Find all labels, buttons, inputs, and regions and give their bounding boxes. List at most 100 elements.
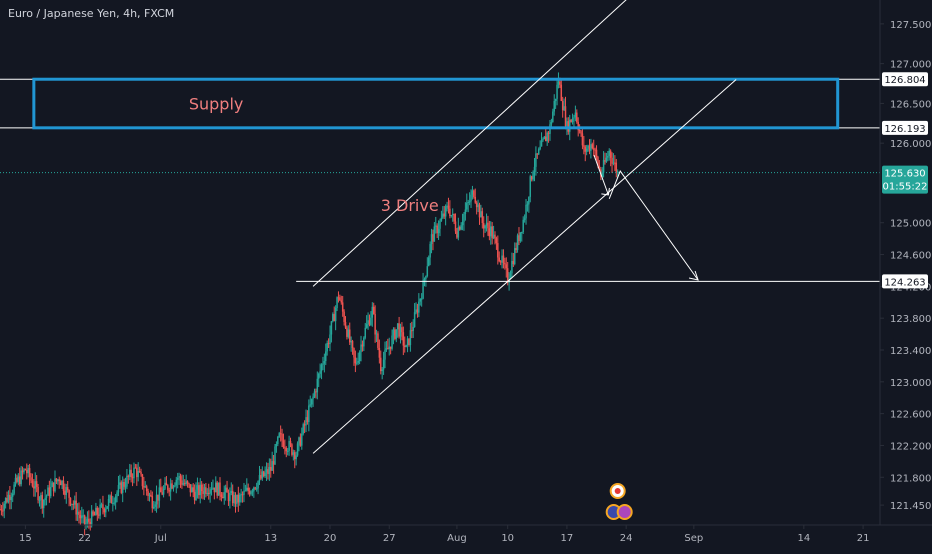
candle-body: [519, 232, 522, 241]
candle-body: [248, 490, 251, 495]
candle-body: [64, 490, 66, 495]
candle-body: [416, 309, 419, 313]
price-tags: 126.804 126.193 124.263 125.630 01:55:22: [605, 72, 928, 520]
x-tick-label: 10: [501, 533, 514, 544]
candle-body: [230, 490, 233, 494]
candle-body: [58, 479, 60, 482]
candle-body: [598, 165, 601, 170]
x-tick-label: 22: [78, 533, 91, 544]
candle-body: [453, 214, 455, 222]
candle-body: [578, 130, 581, 132]
candle-body: [137, 470, 139, 478]
candle-body: [536, 153, 539, 155]
candle-body: [499, 261, 502, 263]
arrow-head-icon: [601, 187, 610, 196]
candle-body: [436, 225, 438, 234]
level-price-label: 124.263: [884, 277, 925, 288]
candle-body: [147, 491, 149, 496]
y-tick-label: 126.500: [890, 99, 931, 110]
candle-body: [401, 327, 403, 333]
candle-body: [303, 424, 306, 426]
candle-body: [358, 352, 361, 362]
candle-body: [317, 373, 320, 379]
candle-body: [588, 145, 591, 151]
x-tick-label: 27: [383, 533, 396, 544]
candle-body: [210, 488, 213, 490]
candle-body: [488, 228, 491, 237]
candle-body: [301, 433, 303, 446]
candle-body: [154, 504, 156, 507]
candle-body: [451, 214, 454, 216]
candle-body: [68, 490, 70, 498]
candle-body: [435, 225, 437, 227]
candle-body: [285, 448, 288, 452]
candle-body: [251, 491, 254, 493]
candle-body: [17, 476, 20, 482]
candle-body: [123, 482, 125, 487]
candle-body: [385, 348, 388, 350]
candle-body: [377, 333, 379, 348]
candle-body: [490, 226, 492, 237]
candle-body: [158, 487, 161, 501]
candle-body: [545, 136, 547, 142]
candle-body: [241, 494, 244, 496]
candle-body: [289, 441, 292, 445]
drawings: Supply 3 Drive: [32, 0, 840, 454]
candle-body: [491, 226, 493, 239]
candle-body: [415, 309, 417, 313]
candle-body: [482, 223, 485, 229]
candle-body: [387, 348, 389, 350]
candle-body: [107, 499, 110, 507]
candle-body: [296, 443, 299, 456]
candle-body: [337, 297, 340, 299]
candle-body: [268, 467, 271, 475]
candle-body: [525, 204, 527, 219]
candle-body: [155, 494, 158, 505]
pattern-label: 3 Drive: [381, 196, 439, 215]
candle-body: [10, 496, 13, 501]
candle-body: [502, 255, 505, 263]
candle-body: [250, 491, 252, 495]
candle-body: [2, 510, 4, 512]
candle-body: [193, 491, 196, 501]
candle-body: [119, 482, 121, 485]
candle-body: [191, 487, 193, 493]
candle-body: [219, 482, 221, 495]
candle-body: [420, 298, 423, 300]
candle-body: [446, 205, 448, 207]
candle-body: [306, 417, 309, 423]
candle-body: [226, 487, 228, 493]
candle-body: [222, 496, 224, 499]
candle-body: [141, 474, 144, 487]
candle-body: [327, 342, 330, 345]
candle-body: [574, 112, 577, 118]
candle-body: [150, 494, 152, 497]
candle-body: [413, 312, 416, 327]
candle-body: [171, 483, 173, 489]
candle-body: [587, 145, 589, 149]
candle-body: [566, 121, 568, 127]
candle-body: [31, 480, 34, 487]
symbol-title: Euro / Japanese Yen, 4h, FXCM: [8, 7, 175, 20]
candle-body: [403, 345, 406, 348]
candle-body: [0, 509, 1, 511]
candle-body: [277, 436, 279, 445]
candle-body: [315, 391, 317, 393]
candle-body: [474, 196, 477, 203]
candle-body: [75, 500, 77, 515]
candle-body: [305, 417, 307, 426]
candle-body: [200, 484, 203, 492]
candle-body: [24, 469, 27, 471]
candle-body: [325, 351, 327, 362]
y-tick-label: 123.800: [890, 314, 931, 325]
candle-body: [205, 487, 207, 494]
candle-body: [576, 112, 578, 122]
candle-body: [121, 482, 124, 493]
y-tick-label: 127.500: [890, 20, 931, 31]
candle-body: [460, 225, 462, 230]
candle-body: [477, 204, 479, 208]
candle-body: [546, 132, 548, 142]
time-axis: 15 22 Jul 13 20 27 Aug 10 17 24 Sep 14 21: [0, 524, 932, 544]
